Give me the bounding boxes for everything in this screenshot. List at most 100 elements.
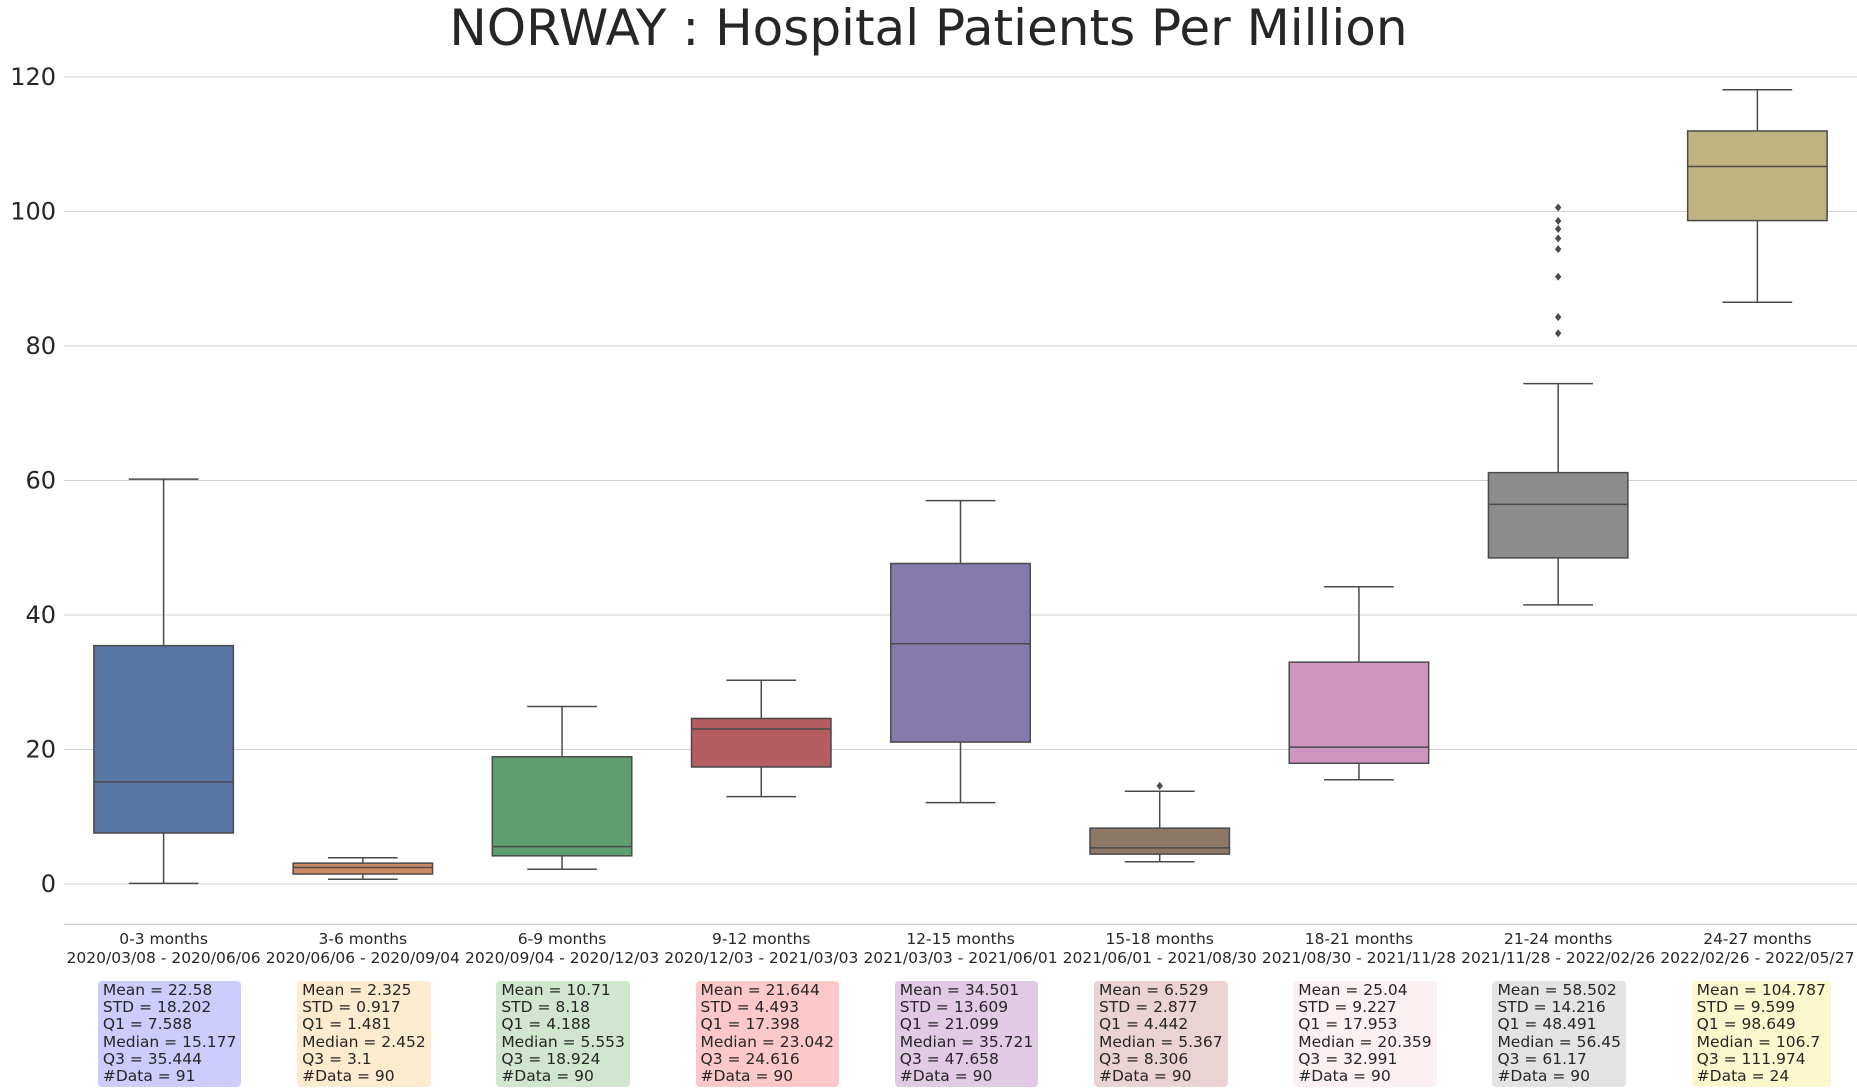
outlier-point: [1554, 245, 1562, 254]
stat-count: #Data = 91: [102, 1067, 196, 1086]
stat-q3: Q3 = 111.974: [1696, 1049, 1806, 1068]
stat-median: Median = 2.452: [302, 1032, 426, 1051]
x-tick-label: 6-9 months: [518, 930, 607, 948]
outlier-point: [1554, 313, 1562, 322]
stats-box: Mean = 58.502 STD = 14.216 Q1 = 48.491 Medi…: [1492, 981, 1627, 1088]
stat-q1: Q1 = 4.188: [501, 1015, 591, 1034]
stats-box: Mean = 104.787 STD = 9.599 Q1 = 98.649 Medi…: [1691, 981, 1831, 1088]
stat-count: #Data = 90: [1298, 1067, 1391, 1086]
x-tick-label: 3-6 months: [319, 930, 408, 948]
stat-median: Median = 56.45: [1497, 1032, 1622, 1051]
chart-title: NORWAY : Hospital Patients Per Million: [449, 0, 1408, 57]
stat-median: Median = 35.721: [899, 1032, 1034, 1051]
y-tick-label: 0: [41, 870, 56, 898]
stat-q3: Q3 = 18.924: [501, 1049, 601, 1068]
x-tick-label: 0-3 months: [119, 930, 208, 948]
x-tick-date-range: 2020/03/08 - 2020/06/06: [67, 949, 261, 967]
stat-mean: Mean = 21.644: [700, 981, 820, 999]
stat-mean: Mean = 34.501: [899, 981, 1020, 999]
stat-count: #Data = 24: [1696, 1067, 1790, 1086]
stats-box: Mean = 34.501 STD = 13.609 Q1 = 21.099 Medi…: [894, 981, 1039, 1088]
y-tick-label: 80: [25, 332, 56, 360]
outlier-point: [1554, 203, 1562, 212]
stat-q3: Q3 = 61.17: [1497, 1049, 1587, 1068]
stat-std: STD = 9.599: [1696, 998, 1796, 1017]
x-tick-label: 24-27 months: [1703, 930, 1811, 948]
stat-std: STD = 18.202: [102, 998, 212, 1017]
stat-count: #Data = 90: [1497, 1067, 1590, 1086]
stat-mean: Mean = 22.58: [102, 981, 213, 999]
x-tick-date-range: 2021/11/28 - 2022/02/26: [1461, 949, 1655, 967]
x-tick-date-range: 2022/02/26 - 2022/05/27: [1660, 949, 1854, 967]
stat-q3: Q3 = 32.991: [1298, 1049, 1398, 1068]
stat-q1: Q1 = 17.398: [700, 1015, 800, 1034]
x-tick-date-range: 2020/06/06 - 2020/09/04: [266, 949, 460, 967]
stats-box: Mean = 6.529 STD = 2.877 Q1 = 4.442 Median …: [1093, 981, 1228, 1088]
x-tick-label: 21-24 months: [1504, 930, 1612, 948]
box-iqr: [1487, 471, 1629, 559]
stats-box: Mean = 21.644 STD = 4.493 Q1 = 17.398 Media…: [695, 981, 839, 1088]
stat-q1: Q1 = 17.953: [1298, 1015, 1398, 1034]
x-tick-date-range: 2021/03/03 - 2021/06/01: [863, 949, 1057, 967]
stat-count: #Data = 90: [501, 1067, 594, 1086]
stat-std: STD = 0.917: [302, 998, 401, 1017]
stat-mean: Mean = 58.502: [1497, 981, 1617, 999]
box-iqr: [93, 644, 235, 834]
stats-box: Mean = 25.04 STD = 9.227 Q1 = 17.953 Median…: [1293, 981, 1437, 1088]
stat-mean: Mean = 25.04: [1298, 981, 1408, 999]
outlier-point: [1554, 272, 1562, 281]
box-iqr: [292, 862, 434, 875]
y-tick-label: 20: [25, 736, 56, 764]
stat-q1: Q1 = 1.481: [302, 1015, 392, 1034]
stat-median: Median = 23.042: [700, 1032, 834, 1051]
x-tick-label: 18-21 months: [1305, 930, 1413, 948]
stats-box: Mean = 10.71 STD = 8.18 Q1 = 4.188 Median =…: [496, 981, 630, 1088]
outlier-point: [1554, 234, 1562, 243]
box-iqr: [890, 562, 1031, 743]
stats-box: Mean = 2.325 STD = 0.917 Q1 = 1.481 Median …: [297, 981, 431, 1088]
x-tick-date-range: 2021/08/30 - 2021/11/28: [1262, 949, 1456, 967]
box-iqr: [1686, 130, 1828, 222]
y-tick-label: 40: [25, 601, 56, 629]
stat-median: Median = 5.367: [1098, 1032, 1223, 1051]
x-tick-date-range: 2020/09/04 - 2020/12/03: [465, 949, 659, 967]
stat-median: Median = 5.553: [501, 1032, 625, 1051]
x-tick-date-range: 2020/12/03 - 2021/03/03: [664, 949, 858, 967]
stat-q3: Q3 = 47.658: [899, 1049, 999, 1068]
outlier-point: [1554, 329, 1562, 338]
x-tick-label: 9-12 months: [712, 930, 811, 948]
stat-std: STD = 2.877: [1098, 998, 1198, 1017]
stat-mean: Mean = 2.325: [302, 981, 412, 999]
stat-std: STD = 13.609: [899, 998, 1009, 1017]
outlier-point: [1156, 781, 1163, 790]
stat-q1: Q1 = 21.099: [899, 1015, 999, 1034]
stat-q1: Q1 = 4.442: [1098, 1015, 1189, 1034]
x-tick-label: 15-18 months: [1106, 930, 1214, 948]
stat-q3: Q3 = 24.616: [700, 1049, 800, 1068]
outlier-point: [1554, 216, 1562, 225]
box-iqr: [1089, 827, 1231, 855]
y-tick-label: 100: [10, 198, 56, 226]
stat-q3: Q3 = 3.1: [302, 1049, 372, 1068]
box-iqr: [690, 717, 832, 768]
stat-std: STD = 14.216: [1497, 998, 1606, 1017]
y-tick-label: 120: [10, 63, 56, 91]
stat-q1: Q1 = 48.491: [1497, 1015, 1597, 1034]
stat-count: #Data = 90: [899, 1067, 993, 1086]
stat-median: Median = 106.7: [1696, 1032, 1821, 1051]
x-tick-label: 12-15 months: [906, 930, 1014, 948]
stat-mean: Mean = 10.71: [501, 981, 611, 999]
stat-std: STD = 4.493: [700, 998, 800, 1017]
stat-count: #Data = 90: [700, 1067, 794, 1086]
outlier-point: [1554, 224, 1562, 233]
stat-std: STD = 8.18: [501, 998, 590, 1017]
stat-mean: Mean = 104.787: [1696, 981, 1826, 999]
stat-q3: Q3 = 8.306: [1098, 1049, 1189, 1068]
stat-std: STD = 9.227: [1298, 998, 1397, 1017]
stat-q3: Q3 = 35.444: [102, 1049, 203, 1068]
box-iqr: [491, 755, 633, 857]
stat-count: #Data = 90: [1098, 1067, 1192, 1086]
y-tick-label: 60: [25, 467, 56, 495]
stats-box: Mean = 22.58 STD = 18.202 Q1 = 7.588 Median…: [97, 981, 242, 1088]
